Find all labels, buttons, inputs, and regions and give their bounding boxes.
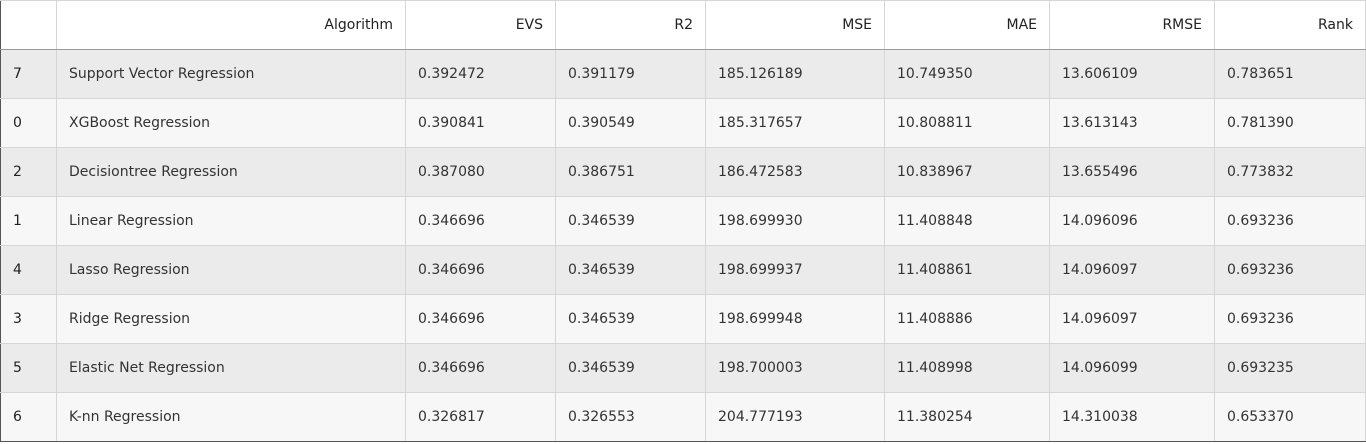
cell-rmse: 14.096097 [1049, 245, 1215, 295]
row-index: 0 [0, 98, 57, 148]
row-index: 6 [0, 392, 57, 442]
cell-r2: 0.346539 [555, 245, 706, 295]
cell-r2: 0.346539 [555, 196, 706, 246]
table-row: 1 Linear Regression 0.346696 0.346539 19… [0, 196, 1366, 246]
header-evs: EVS [405, 0, 556, 50]
cell-mse: 198.699930 [705, 196, 885, 246]
table-row: 5 Elastic Net Regression 0.346696 0.3465… [0, 343, 1366, 393]
cell-r2: 0.346539 [555, 343, 706, 393]
cell-mse: 185.126189 [705, 49, 885, 99]
cell-algorithm: Support Vector Regression [56, 49, 406, 99]
cell-rmse: 14.096099 [1049, 343, 1215, 393]
cell-evs: 0.346696 [405, 196, 556, 246]
cell-algorithm: XGBoost Regression [56, 98, 406, 148]
table-header: Algorithm EVS R2 MSE MAE RMSE Rank [0, 0, 1366, 50]
table-body: 7 Support Vector Regression 0.392472 0.3… [0, 49, 1366, 442]
table-row: 2 Decisiontree Regression 0.387080 0.386… [0, 147, 1366, 197]
cell-algorithm: Lasso Regression [56, 245, 406, 295]
cell-algorithm: Elastic Net Regression [56, 343, 406, 393]
cell-mae: 11.380254 [884, 392, 1050, 442]
cell-rank: 0.653370 [1214, 392, 1366, 442]
header-rank: Rank [1214, 0, 1366, 50]
cell-r2: 0.386751 [555, 147, 706, 197]
cell-mse: 186.472583 [705, 147, 885, 197]
cell-algorithm: K-nn Regression [56, 392, 406, 442]
table-row: 0 XGBoost Regression 0.390841 0.390549 1… [0, 98, 1366, 148]
cell-mae: 10.749350 [884, 49, 1050, 99]
header-mse: MSE [705, 0, 885, 50]
cell-evs: 0.392472 [405, 49, 556, 99]
cell-r2: 0.346539 [555, 294, 706, 344]
cell-algorithm: Linear Regression [56, 196, 406, 246]
cell-evs: 0.346696 [405, 294, 556, 344]
cell-rmse: 13.606109 [1049, 49, 1215, 99]
cell-rmse: 13.655496 [1049, 147, 1215, 197]
cell-mse: 198.700003 [705, 343, 885, 393]
cell-evs: 0.346696 [405, 245, 556, 295]
header-mae: MAE [884, 0, 1050, 50]
cell-rank: 0.781390 [1214, 98, 1366, 148]
cell-rank: 0.693236 [1214, 196, 1366, 246]
row-index: 4 [0, 245, 57, 295]
cell-mse: 204.777193 [705, 392, 885, 442]
cell-mse: 198.699937 [705, 245, 885, 295]
cell-mae: 10.808811 [884, 98, 1050, 148]
header-algorithm: Algorithm [56, 0, 406, 50]
cell-rmse: 14.310038 [1049, 392, 1215, 442]
table-row: 3 Ridge Regression 0.346696 0.346539 198… [0, 294, 1366, 344]
cell-algorithm: Ridge Regression [56, 294, 406, 344]
cell-algorithm: Decisiontree Regression [56, 147, 406, 197]
cell-r2: 0.326553 [555, 392, 706, 442]
table-row: 4 Lasso Regression 0.346696 0.346539 198… [0, 245, 1366, 295]
cell-mae: 10.838967 [884, 147, 1050, 197]
cell-rank: 0.693236 [1214, 245, 1366, 295]
cell-mae: 11.408998 [884, 343, 1050, 393]
table-row: 7 Support Vector Regression 0.392472 0.3… [0, 49, 1366, 99]
row-index: 3 [0, 294, 57, 344]
cell-rmse: 14.096097 [1049, 294, 1215, 344]
cell-rank: 0.693236 [1214, 294, 1366, 344]
row-index: 2 [0, 147, 57, 197]
cell-evs: 0.326817 [405, 392, 556, 442]
cell-rmse: 14.096096 [1049, 196, 1215, 246]
header-rmse: RMSE [1049, 0, 1215, 50]
header-r2: R2 [555, 0, 706, 50]
row-index: 5 [0, 343, 57, 393]
cell-rank: 0.693235 [1214, 343, 1366, 393]
cell-mae: 11.408861 [884, 245, 1050, 295]
header-row: Algorithm EVS R2 MSE MAE RMSE Rank [0, 0, 1366, 50]
cell-evs: 0.346696 [405, 343, 556, 393]
cell-rank: 0.783651 [1214, 49, 1366, 99]
cell-evs: 0.387080 [405, 147, 556, 197]
cell-mae: 11.408886 [884, 294, 1050, 344]
cell-evs: 0.390841 [405, 98, 556, 148]
row-index: 1 [0, 196, 57, 246]
table-row: 6 K-nn Regression 0.326817 0.326553 204.… [0, 392, 1366, 442]
header-index [0, 0, 57, 50]
cell-mse: 185.317657 [705, 98, 885, 148]
cell-rmse: 13.613143 [1049, 98, 1215, 148]
cell-mae: 11.408848 [884, 196, 1050, 246]
cell-rank: 0.773832 [1214, 147, 1366, 197]
cell-r2: 0.390549 [555, 98, 706, 148]
cell-r2: 0.391179 [555, 49, 706, 99]
cell-mse: 198.699948 [705, 294, 885, 344]
row-index: 7 [0, 49, 57, 99]
